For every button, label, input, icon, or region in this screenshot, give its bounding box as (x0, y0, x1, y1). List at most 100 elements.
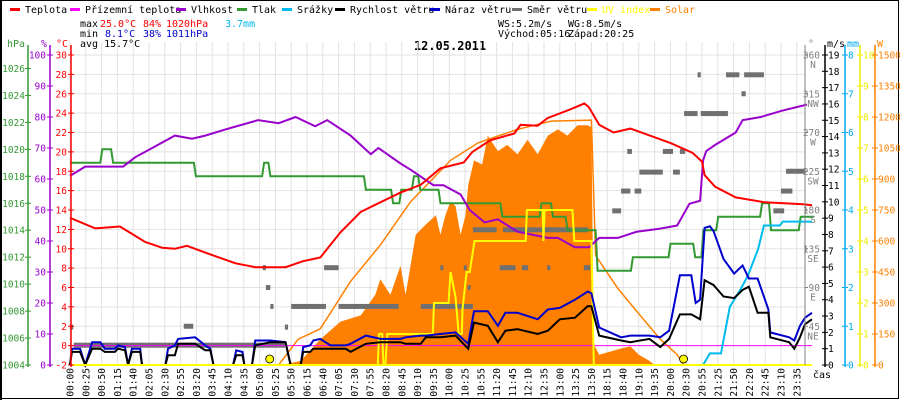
legend-label-8: UV index (602, 5, 650, 16)
wind-direction-mark (786, 168, 806, 174)
legend-swatch-3 (237, 8, 247, 11)
x-tick-label: 02:55 (176, 368, 187, 397)
legend-label-5: Rychlost větru (350, 4, 434, 16)
pressure-tick-label: 1004 (2, 361, 25, 372)
x-tick-label: 02:05 (145, 368, 156, 397)
solar-tick-label: 1500 (878, 51, 900, 62)
sunset-marker (679, 354, 688, 364)
x-axis-label: čas (813, 369, 831, 381)
wind-direction-mark (612, 208, 622, 214)
x-tick-label: 08:45 (397, 368, 408, 397)
wind-direction-mark (324, 265, 339, 271)
temperature-tick-label: 18 (56, 167, 68, 178)
x-tick-label: 08:20 (382, 368, 393, 397)
temperature-tick-label: 10 (56, 244, 68, 255)
wind-tick-label: 15 (828, 116, 839, 127)
legend-label-4: Srážky (297, 4, 333, 16)
temperature-tick-label: 12 (56, 225, 67, 236)
stats-sunrise: Východ:05:16 (498, 28, 570, 40)
direction-tick-label: 225 (803, 167, 820, 178)
rain-tick-label: 8 (848, 51, 854, 62)
direction-compass-label: W (810, 138, 816, 149)
x-tick-label: 11:20 (492, 368, 503, 397)
direction-compass-label: S (810, 215, 816, 226)
humidity-tick-label: 100 (29, 51, 46, 62)
stats-max-humidity: 84% (143, 19, 161, 30)
x-tick-label: 01:15 (113, 368, 124, 397)
uv-tick-label: 5 (863, 206, 869, 217)
temperature-tick-label: 4 (61, 302, 67, 313)
x-tick-label: 18:15 (603, 368, 614, 397)
wind-direction-mark (291, 303, 326, 309)
x-tick-label: 10:00 (445, 368, 456, 397)
solar-tick-label: 1050 (878, 144, 900, 155)
legend-swatch-9 (650, 8, 660, 11)
wind-tick-label: 16 (828, 99, 840, 110)
wind-direction-mark (472, 227, 497, 233)
direction-compass-label: N (810, 60, 816, 71)
humidity-tick-label: 10 (35, 330, 47, 341)
humidity-unit-label: % (41, 39, 47, 50)
x-tick-label: 13:50 (587, 368, 598, 397)
x-tick-label: 07:30 (350, 368, 361, 397)
x-tick-label: 21:50 (729, 368, 740, 397)
solar-tick-label: 450 (878, 268, 895, 279)
uv-tick-label: 7 (863, 144, 869, 155)
solar-tick-label: 0 (878, 361, 884, 372)
wind-direction-mark (467, 285, 471, 290)
wind-direction-mark (639, 169, 663, 175)
direction-compass-label: NW (807, 99, 819, 110)
solar-tick-label: 750 (878, 206, 895, 217)
solar-tick-label: 300 (878, 299, 895, 310)
rain-tick-label: 5 (848, 167, 854, 178)
wind-direction-mark (621, 188, 631, 194)
wind-direction-mark (773, 208, 785, 214)
wind-direction-mark (521, 265, 529, 271)
wind-tick-label: 6 (828, 263, 834, 274)
pressure-tick-label: 1016 (2, 199, 25, 210)
x-tick-label: 22:45 (761, 368, 772, 397)
legend-label-2: Vlhkost (191, 5, 233, 16)
pressure-tick-label: 1008 (2, 307, 25, 318)
stats-min-temp: 8.1°C (105, 29, 135, 40)
temperature-tick-label: 2 (61, 322, 67, 333)
pressure-tick-label: 1022 (2, 118, 25, 129)
humidity-tick-label: 20 (35, 299, 47, 310)
stats-max-label: max (80, 19, 98, 30)
x-tick-label: 12:10 (524, 368, 535, 397)
stats-avg-temp: avg 15.7°C (80, 39, 140, 50)
stats-min-label: min (80, 29, 98, 40)
temperature-unit-label: °C (56, 39, 68, 50)
sunrise-marker (265, 354, 275, 364)
rain-unit-label: mm (847, 39, 859, 50)
wind-tick-label: 11 (828, 181, 840, 192)
stats-max-pressure: 1020hPa (166, 19, 208, 30)
legend-swatch-0 (10, 8, 20, 11)
chart-title: 12.05.2011 (414, 39, 486, 53)
wind-direction-mark (183, 323, 194, 329)
uv-tick-label: 0 (863, 361, 869, 372)
x-tick-label: 00:25 (81, 368, 92, 397)
wind-direction-mark (270, 303, 274, 309)
x-tick-label: 07:05 (334, 368, 345, 397)
humidity-tick-label: 70 (35, 144, 47, 155)
wind-direction-mark (662, 148, 674, 154)
wind-tick-label: 18 (828, 67, 840, 78)
stats-min-pressure: 1011hPa (166, 29, 208, 40)
solar-tick-label: 1200 (878, 113, 900, 124)
stats-min-humidity: 38% (143, 29, 161, 40)
x-tick-label: 10:25 (461, 368, 472, 397)
legend-swatch-4 (282, 8, 292, 11)
plot-area (69, 72, 814, 369)
temperature-tick-label: 28 (56, 70, 68, 81)
rain-tick-label: 2 (848, 283, 854, 294)
uv-tick-label: 8 (863, 113, 869, 124)
direction-compass-label: SW (807, 176, 819, 187)
temperature-tick-label: 16 (56, 186, 68, 197)
stats-wind-gust-max: WG:8.5m/s (568, 19, 622, 30)
legend-label-7: Směr větru (527, 4, 587, 16)
humidity-tick-label: 0 (40, 361, 46, 372)
x-tick-label: 13:00 (555, 368, 566, 397)
x-tick-label: 04:35 (239, 368, 250, 397)
stats-rain-total: 3.7mm (225, 19, 255, 30)
